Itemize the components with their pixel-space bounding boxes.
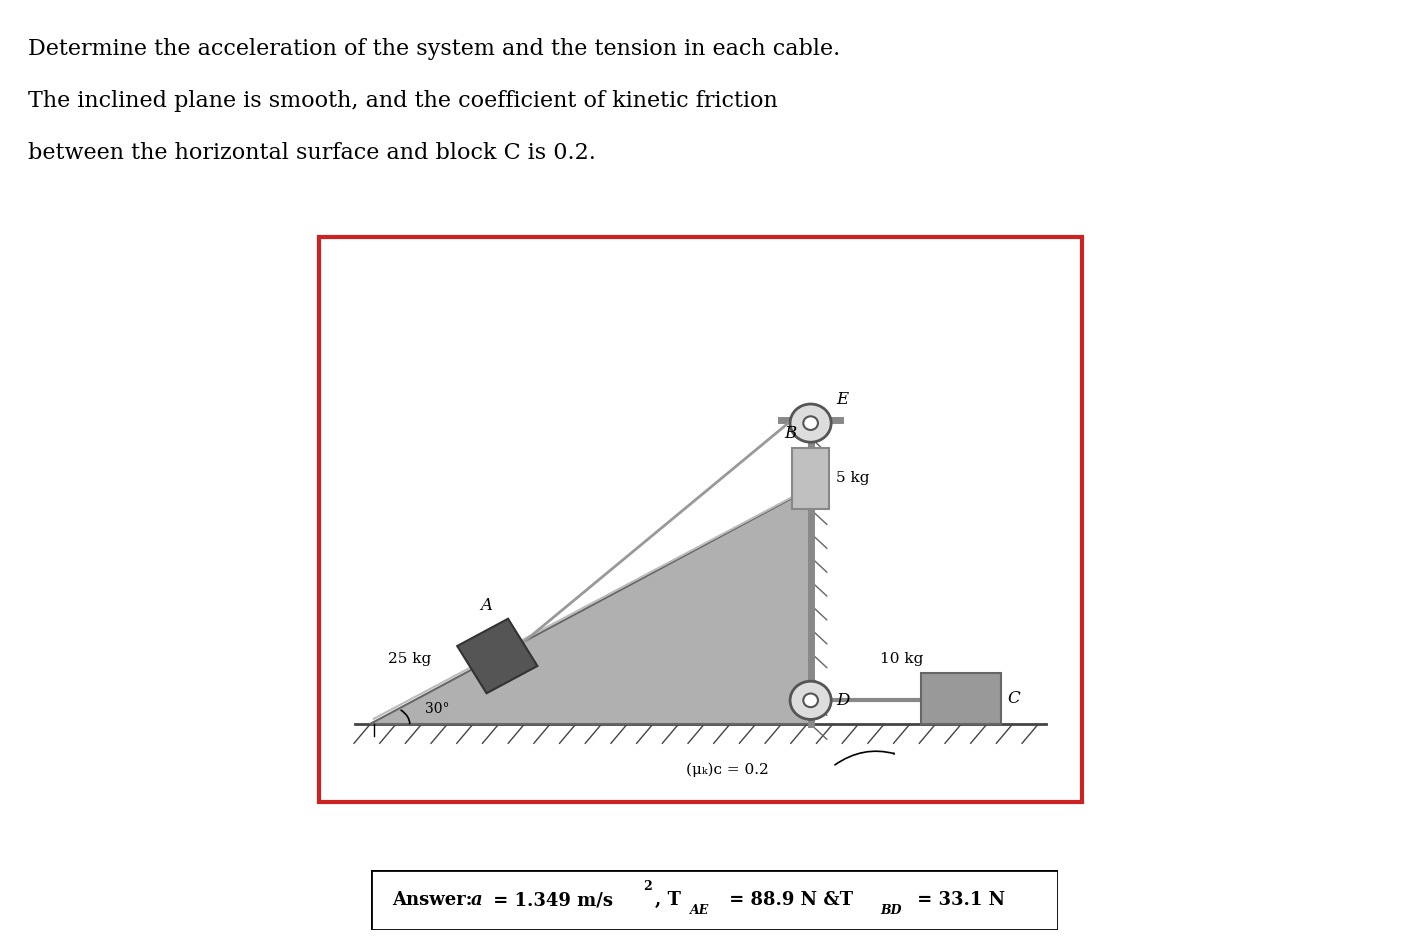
Text: between the horizontal surface and block C is 0.2.: between the horizontal surface and block… [28,142,595,164]
Circle shape [790,681,831,719]
Text: 10 kg: 10 kg [880,652,923,666]
Text: a: a [471,891,482,909]
Text: = 1.349 m/s: = 1.349 m/s [486,891,612,909]
Bar [920,673,1002,724]
Circle shape [803,417,818,430]
Text: BD: BD [881,904,902,918]
Text: B: B [785,425,796,442]
Circle shape [803,694,818,707]
Text: = 88.9 N &T: = 88.9 N &T [723,891,853,909]
FancyArrowPatch shape [835,752,894,765]
Text: 2: 2 [643,881,651,893]
Text: , T: , T [654,891,681,909]
Text: E: E [836,391,849,408]
Text: 5 kg: 5 kg [836,472,870,485]
Polygon shape [370,488,811,724]
Text: Answer:: Answer: [392,891,479,909]
Polygon shape [457,619,538,694]
Text: 30°: 30° [426,702,450,716]
Bar [793,448,829,509]
Text: (μₖ)ᴄ = 0.2: (μₖ)ᴄ = 0.2 [686,763,769,777]
Text: AE: AE [691,904,710,918]
Text: D: D [836,692,849,709]
Bar [319,237,1082,802]
Text: Determine the acceleration of the system and the tension in each cable.: Determine the acceleration of the system… [28,38,841,60]
Text: The inclined plane is smooth, and the coefficient of kinetic friction: The inclined plane is smooth, and the co… [28,90,778,112]
Text: = 33.1 N: = 33.1 N [911,891,1005,909]
Circle shape [790,404,831,442]
Text: 25 kg: 25 kg [388,652,432,666]
Text: C: C [1007,690,1020,707]
Text: A: A [481,597,492,614]
